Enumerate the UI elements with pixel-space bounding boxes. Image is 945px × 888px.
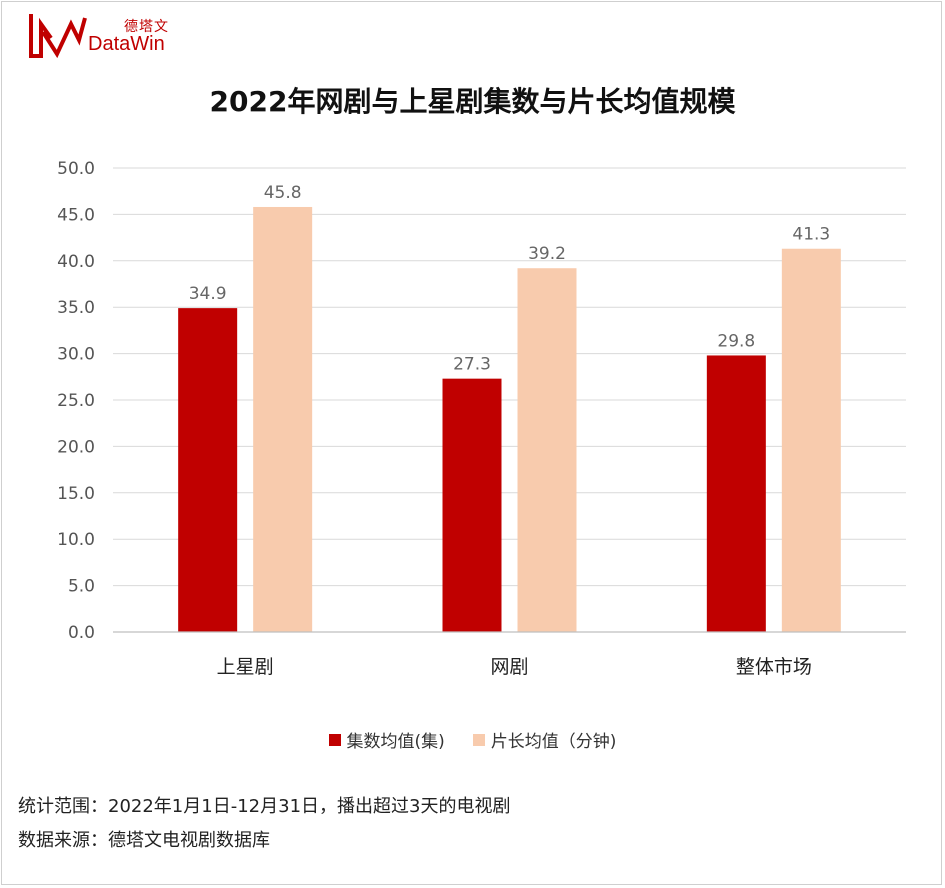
legend-swatch-series-2: [472, 733, 485, 746]
bar-chart: 0.0 5.0 10.0 15.0 20.0 25.0 30.0 35.0 40.0 45.0 50…: [57, 159, 906, 678]
y-tick-label: 45.0: [57, 205, 95, 225]
chart-title: 2022年网剧与上星剧集数与片长均值规模: [209, 85, 736, 118]
x-tick-label: 上星剧: [217, 656, 274, 678]
y-tick-label: 25.0: [57, 391, 95, 411]
x-tick-label: 网剧: [490, 656, 528, 678]
bar-2: [517, 268, 577, 632]
y-tick-label: 5.0: [68, 577, 95, 597]
brand-name-cn: 德塔文: [124, 19, 169, 35]
legend-item-series-1: 集数均值(集): [328, 727, 445, 752]
legend-label-series-1: 集数均值(集): [346, 732, 445, 752]
bar-1: [442, 378, 502, 632]
datawin-logo-icon: [29, 14, 87, 59]
legend-label-series-2: 片长均值（分钟): [490, 732, 617, 752]
bar-1: [706, 355, 766, 632]
y-tick-label: 20.0: [57, 437, 95, 457]
data-label: 45.8: [264, 183, 302, 203]
brand-logo: 德塔文 DataWin: [27, 10, 177, 62]
y-tick-label: 30.0: [57, 345, 95, 365]
x-tick-label: 整体市场: [736, 656, 812, 678]
data-label: 34.9: [189, 284, 227, 304]
chart-legend: 集数均值(集) 片长均值（分钟): [0, 727, 945, 752]
legend-item-series-2: 片长均值（分钟): [472, 727, 617, 752]
y-tick-label: 50.0: [57, 159, 95, 179]
data-label: 39.2: [528, 244, 566, 264]
data-label: 27.3: [453, 355, 491, 375]
y-tick-label: 40.0: [57, 252, 95, 272]
bar-2: [781, 248, 841, 632]
legend-swatch-series-1: [328, 733, 341, 746]
y-tick-label: 0.0: [68, 623, 95, 643]
brand-name-en: DataWin: [88, 33, 165, 55]
data-label: 29.8: [717, 331, 755, 351]
footnote-scope: 统计范围：2022年1月1日-12月31日，播出超过3天的电视剧: [18, 796, 511, 817]
bar-2: [253, 206, 313, 632]
y-tick-label: 10.0: [57, 530, 95, 550]
data-label: 41.3: [792, 225, 830, 245]
y-tick-label: 15.0: [57, 484, 95, 504]
bar-1: [178, 308, 238, 632]
y-tick-label: 35.0: [57, 298, 95, 318]
footnote-source: 数据来源：德塔文电视剧数据库: [18, 830, 270, 851]
